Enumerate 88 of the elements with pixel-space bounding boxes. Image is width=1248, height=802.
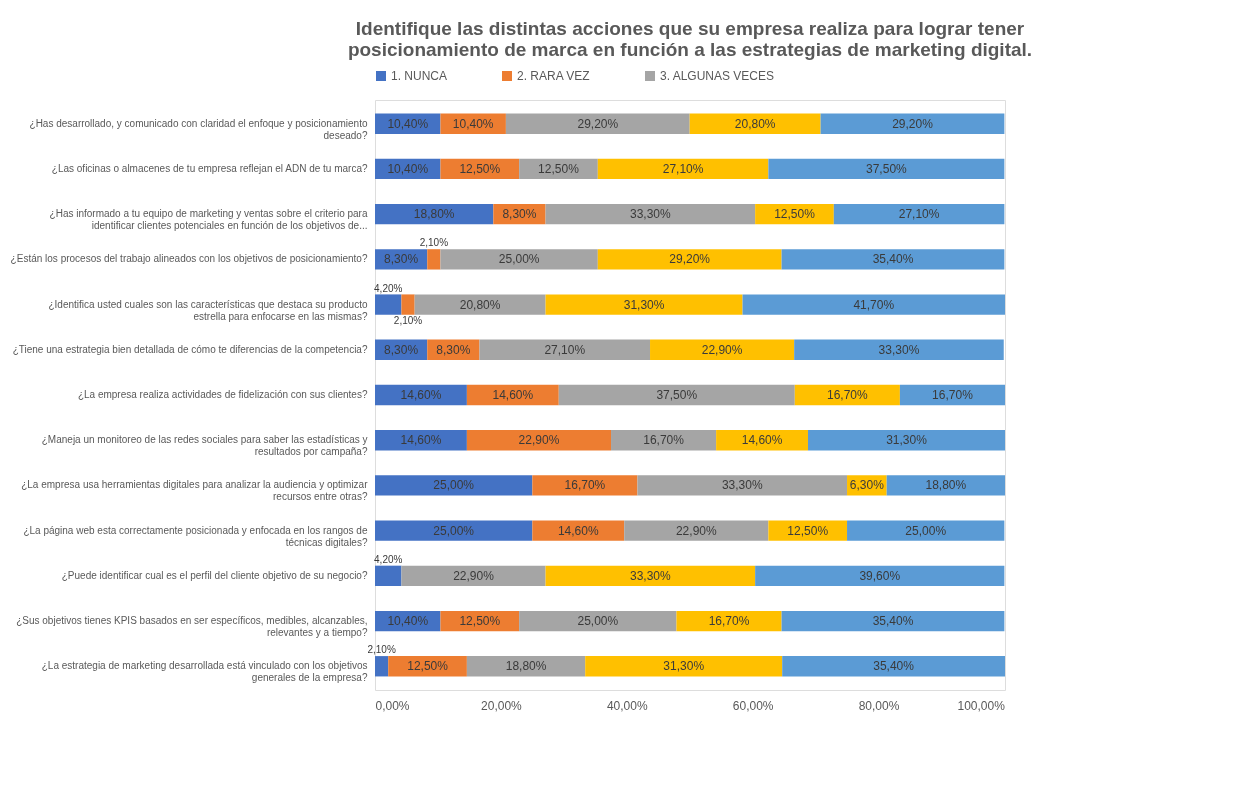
y-tick-label: ¿Identifica usted cuales son las características que destaca su producto estrella para enfocarse en las mismas? — [48, 298, 368, 322]
text: posicionamiento de marca en función a las estrategias de marketing digital. — [347, 39, 1033, 60]
data-label: 27,10% — [662, 161, 704, 176]
data-label: 37,50% — [656, 388, 698, 402]
x-tick-label: 80,00% — [858, 698, 900, 713]
data-label: 14,60% — [400, 388, 442, 402]
data-label: 27,10% — [898, 207, 940, 222]
text: Identifique las distintas acciones que su empresa realiza para lograr tener — [355, 18, 1025, 39]
y-tick-label: ¿Sus objetivos tienes KPIS basados en ser específicos, medibles, alcanzables, relevantes y a tiempo? — [16, 615, 368, 639]
data-label: 14,60% — [400, 433, 442, 448]
data-label: 2,10% — [419, 237, 449, 249]
data-label: 25,00% — [433, 523, 475, 538]
data-label: 25,00% — [433, 478, 475, 493]
y-tick-label: ¿Maneja un monitoreo de las redes sociales para saber las estadísticas y resultados por campaña? — [41, 434, 368, 458]
legend-label: 1. NUNCA — [391, 69, 448, 83]
y-tick-label: ¿La empresa realiza actividades de fidelización con sus clientes? — [77, 389, 368, 400]
data-label: 10,40% — [387, 614, 429, 629]
y-tick-label: ¿La estrategia de marketing desarrollada está vinculado con los objetivos generales de la empresa? — [41, 660, 368, 684]
data-label: 31,30% — [663, 659, 705, 674]
data-label: 8,30% — [436, 342, 471, 357]
y-tick-label: ¿Las oficinas o almacenes de tu empresa reflejan el ADN de tu marca? — [51, 162, 368, 174]
data-label: 33,30% — [630, 568, 672, 583]
data-label: 14,60% — [741, 433, 783, 448]
data-label: 8,30% — [502, 207, 537, 222]
data-label: 33,30% — [630, 207, 672, 222]
data-label: 6,30% — [849, 478, 885, 493]
data-label: 14,60% — [557, 523, 599, 538]
data-label: 12,50% — [407, 659, 449, 674]
x-tick-label: 0,00% — [375, 698, 410, 713]
data-label: 25,00% — [498, 252, 540, 267]
data-label: 18,80% — [413, 207, 455, 222]
data-label: 16,70% — [826, 388, 869, 402]
data-label: 41,70% — [853, 297, 895, 312]
data-label: 31,30% — [623, 297, 665, 312]
x-tick-label: 60,00% — [732, 698, 774, 713]
data-label: 12,50% — [787, 523, 829, 538]
data-label: 31,30% — [886, 433, 928, 448]
data-label: 20,80% — [734, 116, 776, 131]
data-label: 20,80% — [459, 297, 501, 312]
legend-label: 2. RARA VEZ — [517, 69, 590, 83]
y-tick-label: ¿Tiene una estrategia bien detallada de cómo te diferencias de la competencia? — [12, 343, 368, 355]
data-label: 22,90% — [675, 523, 717, 538]
legend-label: 3. ALGUNAS VECES — [660, 69, 775, 83]
y-tick-label: ¿Están los procesos del trabajo alineados con los objetivos de posicionamiento? — [10, 253, 368, 265]
data-label: 35,40% — [872, 614, 914, 629]
data-label: 12,50% — [538, 161, 580, 176]
data-label: 35,40% — [873, 659, 915, 674]
data-label: 8,30% — [384, 342, 419, 357]
data-label: 27,10% — [544, 342, 586, 357]
data-label: 22,90% — [701, 342, 743, 357]
data-label: 14,60% — [492, 388, 534, 402]
y-tick-label: ¿Puede identificar cual es el perfil del cliente objetivo de su negocio? — [61, 569, 368, 581]
data-label: 10,40% — [452, 116, 494, 131]
data-label: 12,50% — [459, 161, 501, 176]
data-label: 16,70% — [564, 478, 606, 493]
data-label: 29,20% — [669, 252, 711, 267]
data-label: 39,60% — [859, 568, 901, 583]
y-tick-label: ¿Has desarrollado, y comunicado con claridad el enfoque y posicionamiento deseado? — [29, 117, 368, 141]
y-tick-label: ¿Has informado a tu equipo de marketing y ventas sobre el criterio para identificar clientes potenciales en función de los objetivos de... — [49, 208, 368, 232]
data-label: 4,20% — [374, 553, 403, 565]
y-tick-label: ¿La empresa usa herramientas digitales para analizar la audiencia y optimizar recursos entre otras? — [21, 479, 369, 503]
data-label: 25,00% — [577, 614, 619, 629]
data-label: 25,00% — [905, 523, 947, 538]
data-label: 22,90% — [518, 433, 560, 448]
x-tick-label: 100,00% — [957, 698, 1006, 713]
data-label: 12,50% — [774, 207, 816, 222]
data-label: 16,70% — [932, 388, 974, 402]
data-label: 4,20% — [374, 282, 403, 294]
data-label: 2,10% — [393, 314, 423, 326]
data-label: 29,20% — [577, 116, 619, 131]
data-label: 12,50% — [459, 614, 501, 629]
x-tick-label: 40,00% — [606, 698, 648, 713]
data-label: 29,20% — [892, 116, 934, 131]
data-label: 33,30% — [878, 342, 920, 357]
data-label: 22,90% — [453, 568, 495, 583]
x-tick-label: 20,00% — [481, 698, 523, 713]
data-label: 33,30% — [721, 478, 763, 493]
data-label: 16,70% — [708, 614, 750, 629]
data-label: 18,80% — [925, 478, 967, 493]
data-label: 18,80% — [505, 659, 547, 674]
y-tick-label: ¿La página web esta correctamente posicionada y enfocada en los rangos de técnicas digitales? — [23, 524, 368, 548]
data-label: 2,10% — [367, 644, 396, 656]
data-label: 16,70% — [643, 433, 685, 448]
data-label: 37,50% — [866, 161, 908, 176]
data-label: 8,30% — [384, 252, 419, 267]
data-label: 10,40% — [387, 161, 429, 176]
data-label: 35,40% — [872, 252, 914, 267]
data-label: 10,40% — [387, 116, 429, 131]
